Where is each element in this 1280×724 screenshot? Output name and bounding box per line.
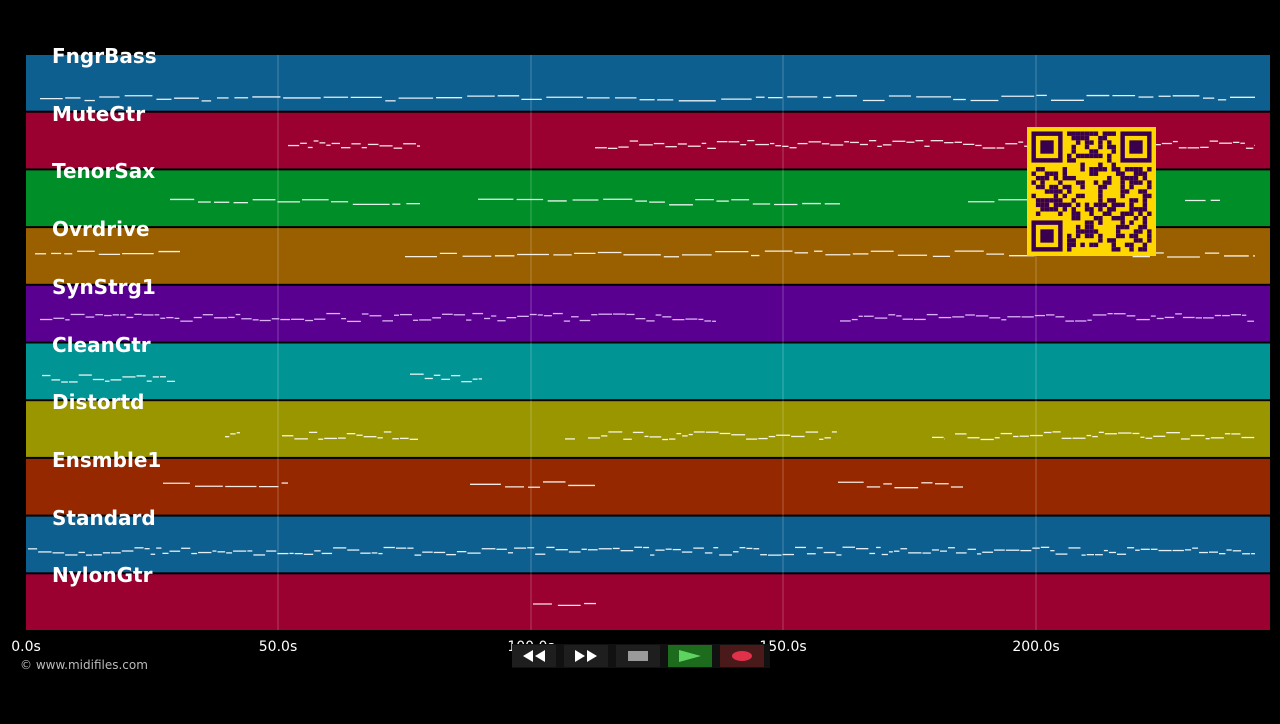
track-label: SynStrg1 [52, 274, 156, 299]
track-band [26, 55, 1270, 111]
play-icon [679, 650, 701, 662]
fast-forward-icon [575, 650, 597, 662]
track-label: Ensmble1 [52, 447, 162, 472]
copyright-text: © www.midifiles.com [20, 658, 148, 672]
track-band [26, 516, 1270, 573]
track-label: CleanGtr [52, 332, 151, 357]
track-label: MuteGtr [52, 101, 146, 126]
track-band [26, 343, 1270, 400]
rewind-button[interactable] [512, 645, 556, 667]
record-icon [732, 651, 752, 661]
transport-controls [512, 644, 770, 668]
time-tick-label: 50.0s [258, 639, 298, 655]
qr-code-icon [1027, 127, 1156, 256]
time-tick-label: 150.0s [759, 639, 807, 655]
track-band [26, 574, 1270, 630]
rewind-icon [523, 650, 545, 662]
track-label: FngrBass [52, 44, 157, 68]
play-button[interactable] [668, 645, 712, 667]
track-label: TenorSax [52, 159, 156, 184]
stop-button[interactable] [616, 645, 660, 667]
track-label: Standard [52, 505, 156, 530]
track-band [26, 285, 1270, 342]
stop-icon [628, 651, 648, 661]
record-button[interactable] [720, 645, 764, 667]
track-label: NylonGtr [52, 563, 153, 588]
track-band [26, 401, 1270, 457]
fast-forward-button[interactable] [564, 645, 608, 667]
time-tick-label: 0.0s [11, 639, 41, 655]
track-label: Ovrdrive [52, 217, 150, 242]
track-label: Distortd [52, 390, 145, 415]
time-tick-label: 200.0s [1012, 639, 1060, 655]
